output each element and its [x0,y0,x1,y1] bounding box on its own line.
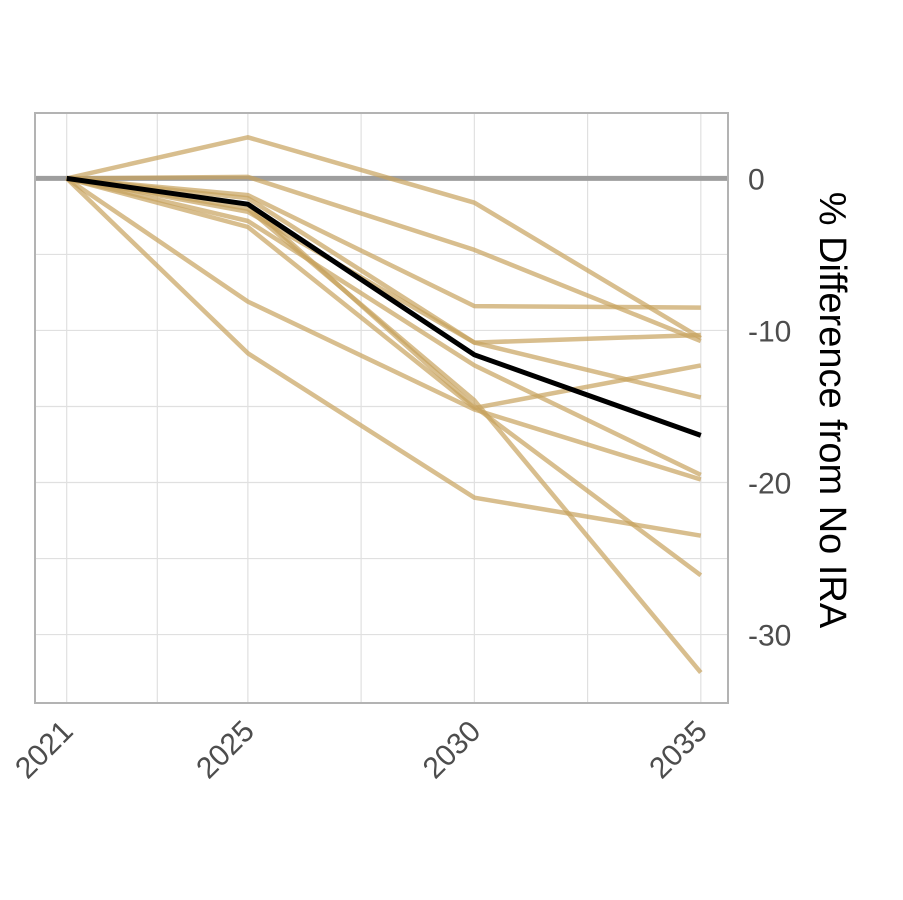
y-tick-label: -30 [748,620,791,653]
model-series-line-7 [66,176,702,411]
model-series-line-1 [66,135,702,341]
x-tick-label: 2025 [190,715,261,786]
model-series-line-9 [65,176,702,482]
median-series-line [66,175,702,438]
model-series-line-10 [65,176,702,538]
model-series-line-8 [66,176,703,578]
model-series-line-2 [66,174,702,344]
model-series-line-4 [66,176,701,345]
y-tick-labels: 0 -10 -20 -30 [748,163,791,652]
y-tick-label: -10 [748,315,791,348]
model-series-line-11 [66,176,703,675]
model-series-line-6 [66,176,702,477]
x-tick-label: 2021 [9,715,80,786]
x-tick-label: 2030 [417,715,488,786]
y-axis-title: % Difference from No IRA [811,192,853,629]
series-lines [65,135,703,675]
panel-border [34,112,729,704]
x-tick-label: 2035 [643,715,714,786]
y-tick-label: 0 [748,163,765,196]
x-tick-labels: 2021 2025 2030 2035 [9,715,714,786]
y-tick-label: -20 [748,468,791,501]
